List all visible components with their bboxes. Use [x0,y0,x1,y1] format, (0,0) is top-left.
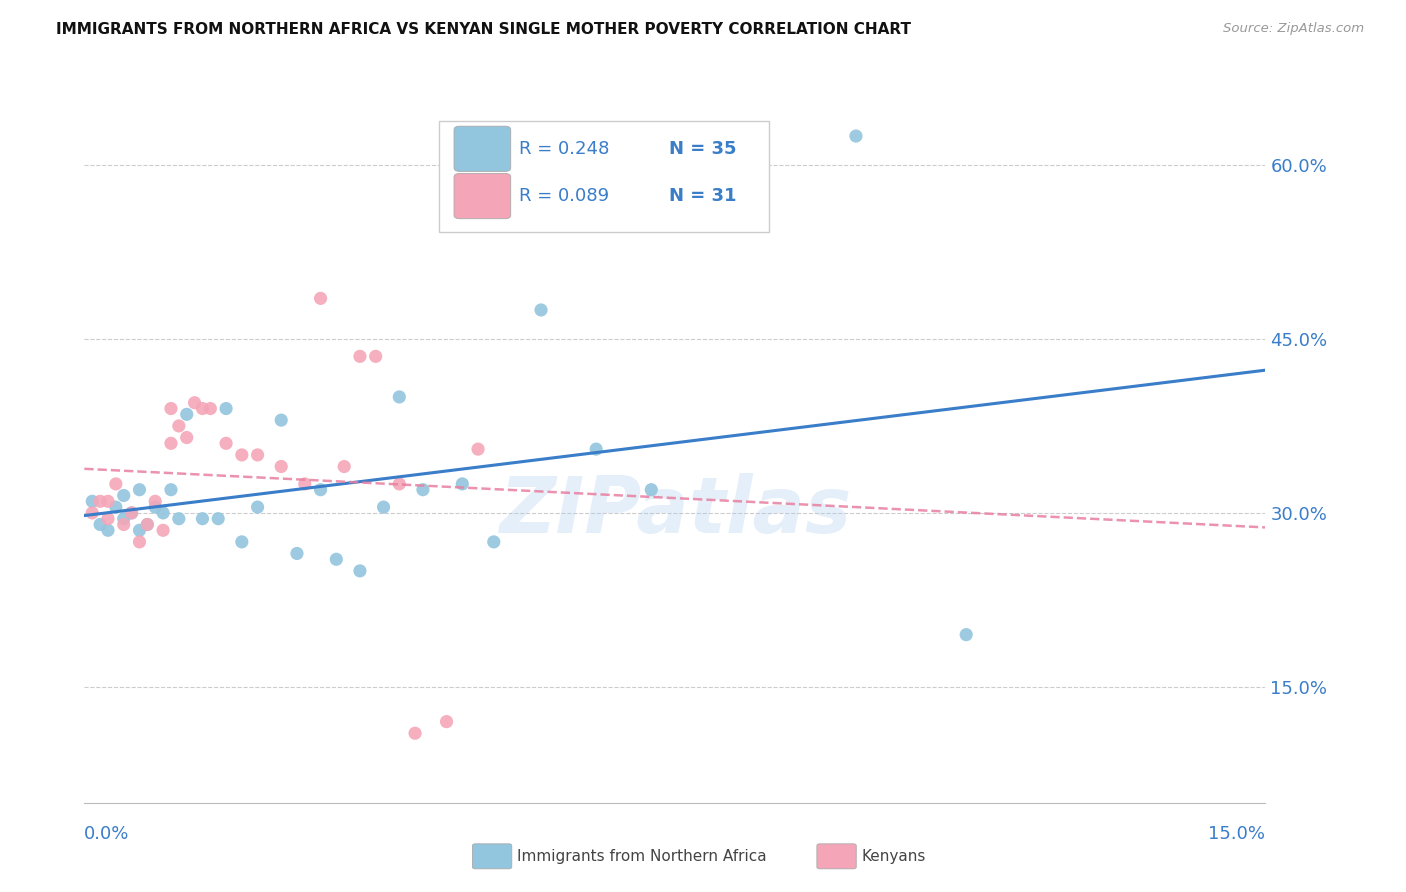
Point [128,483,150,497]
FancyBboxPatch shape [454,173,510,219]
Point [640,483,662,497]
Point [325,552,347,566]
Point [97,494,120,508]
Point [167,511,190,525]
Point [955,628,977,642]
Point [82,506,104,520]
Point [183,395,205,409]
Point [388,390,411,404]
Point [104,500,127,514]
Point [412,483,434,497]
Point [482,534,505,549]
Point [136,517,159,532]
Point [82,494,104,508]
Point [231,448,253,462]
Text: N = 35: N = 35 [669,140,737,158]
Point [97,511,120,525]
Text: R = 0.089: R = 0.089 [519,187,609,205]
Point [160,483,183,497]
Point [231,534,253,549]
Text: IMMIGRANTS FROM NORTHERN AFRICA VS KENYAN SINGLE MOTHER POVERTY CORRELATION CHAR: IMMIGRANTS FROM NORTHERN AFRICA VS KENYA… [56,22,911,37]
Point [373,500,395,514]
Point [121,506,143,520]
Point [152,506,174,520]
Point [152,523,174,537]
Point [270,459,292,474]
FancyBboxPatch shape [454,126,510,171]
Point [176,430,198,444]
Point [215,401,238,416]
Point [136,517,159,532]
Point [167,418,190,433]
Point [191,401,214,416]
Point [404,726,426,740]
Point [333,459,356,474]
Point [364,349,387,364]
Point [246,500,269,514]
Point [349,564,371,578]
Point [160,436,183,450]
Point [97,523,120,537]
Point [285,546,308,561]
Point [270,413,292,427]
Point [143,494,166,508]
Point [112,517,135,532]
Point [349,349,371,364]
Point [128,534,150,549]
Text: 15.0%: 15.0% [1208,825,1265,843]
Text: Immigrants from Northern Africa: Immigrants from Northern Africa [517,849,768,863]
Text: R = 0.248: R = 0.248 [519,140,609,158]
Point [309,483,332,497]
Point [191,511,214,525]
FancyBboxPatch shape [439,121,769,232]
Point [112,489,135,503]
Point [176,407,198,421]
Point [530,302,553,317]
Point [585,442,607,456]
Point [246,448,269,462]
Point [215,436,238,450]
Text: 0.0%: 0.0% [84,825,129,843]
Text: Kenyans: Kenyans [862,849,927,863]
Text: ZIPatlas: ZIPatlas [499,473,851,549]
Point [128,523,150,537]
Point [89,494,111,508]
Point [89,517,111,532]
Point [112,511,135,525]
Point [207,511,229,525]
Point [121,506,143,520]
Point [200,401,222,416]
Text: Source: ZipAtlas.com: Source: ZipAtlas.com [1223,22,1364,36]
Point [160,401,183,416]
Point [309,291,332,305]
Point [436,714,458,729]
Point [845,128,868,143]
Point [451,476,474,491]
Point [104,476,127,491]
Point [467,442,489,456]
Point [294,476,316,491]
Text: N = 31: N = 31 [669,187,737,205]
Point [388,476,411,491]
Point [143,500,166,514]
